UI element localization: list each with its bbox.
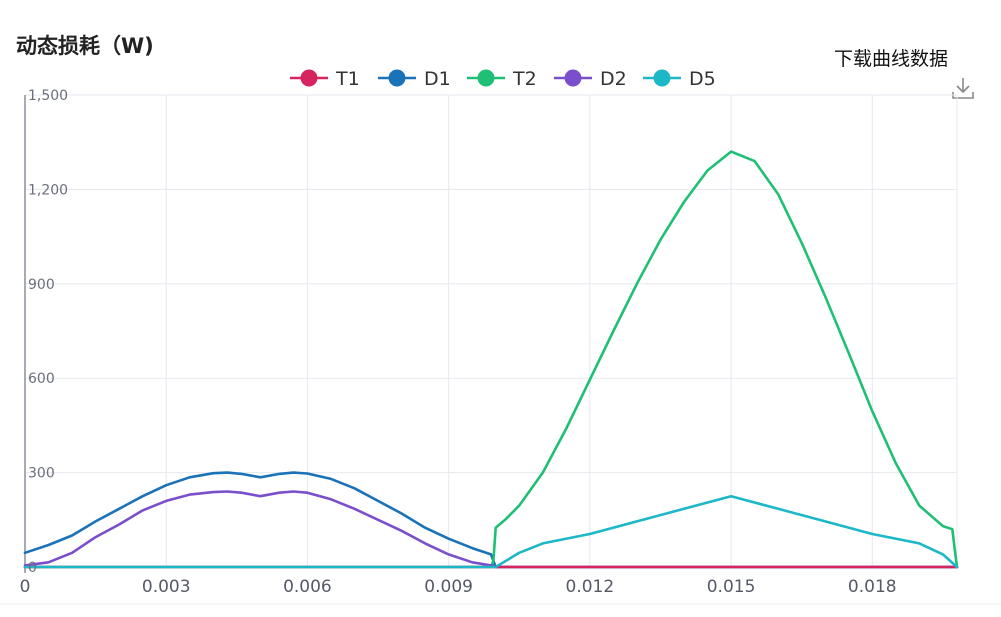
tick-labels: 0 300 600 900 1,200 1,500 0 0.003 0.006 0.009 0.01… bbox=[20, 88, 897, 597]
y-tick-label: 1,200 bbox=[28, 182, 68, 198]
y-tick-label: 900 bbox=[28, 277, 55, 293]
x-tick-label: 0.015 bbox=[707, 577, 756, 597]
y-tick-label: 600 bbox=[28, 371, 55, 387]
legend-item-t2[interactable]: T2 bbox=[467, 68, 537, 90]
legend-item-t1[interactable]: T1 bbox=[290, 68, 360, 90]
legend-marker bbox=[653, 69, 671, 87]
series-line-d1 bbox=[23, 471, 959, 569]
y-tick-label: 1,500 bbox=[28, 88, 68, 104]
series-lines bbox=[23, 150, 959, 569]
x-tick-label: 0.012 bbox=[566, 577, 615, 597]
x-tick-label: 0.006 bbox=[283, 577, 332, 597]
legend-item-d5[interactable]: D5 bbox=[643, 68, 716, 90]
y-tick-label: 300 bbox=[28, 466, 55, 482]
chart-title: 动态损耗（W) bbox=[16, 34, 154, 58]
series-line-d2 bbox=[23, 490, 959, 569]
legend-marker bbox=[300, 69, 318, 87]
y-tick-label: 0 bbox=[28, 560, 37, 576]
x-tick-label: 0.018 bbox=[848, 577, 897, 597]
x-tick-label: 0.009 bbox=[424, 577, 473, 597]
download-data-button[interactable]: 下载曲线数据 bbox=[834, 48, 949, 70]
legend-label: D5 bbox=[689, 68, 716, 90]
legend-item-d2[interactable]: D2 bbox=[554, 68, 627, 90]
legend-marker bbox=[477, 69, 495, 87]
legend-marker bbox=[564, 69, 582, 87]
legend-label: T2 bbox=[512, 68, 537, 90]
legend-label: T1 bbox=[335, 68, 360, 90]
x-tick-label: 0 bbox=[20, 577, 31, 597]
legend-marker bbox=[388, 69, 406, 87]
x-tick-label: 0.003 bbox=[142, 577, 191, 597]
series-line-t2 bbox=[23, 150, 959, 569]
legend: T1 D1 T2 D2 D5 bbox=[290, 68, 716, 90]
legend-label: D1 bbox=[424, 68, 451, 90]
legend-item-d1[interactable]: D1 bbox=[378, 68, 451, 90]
legend-label: D2 bbox=[600, 68, 627, 90]
grid-lines bbox=[25, 94, 958, 568]
series-line-d5 bbox=[23, 494, 959, 569]
